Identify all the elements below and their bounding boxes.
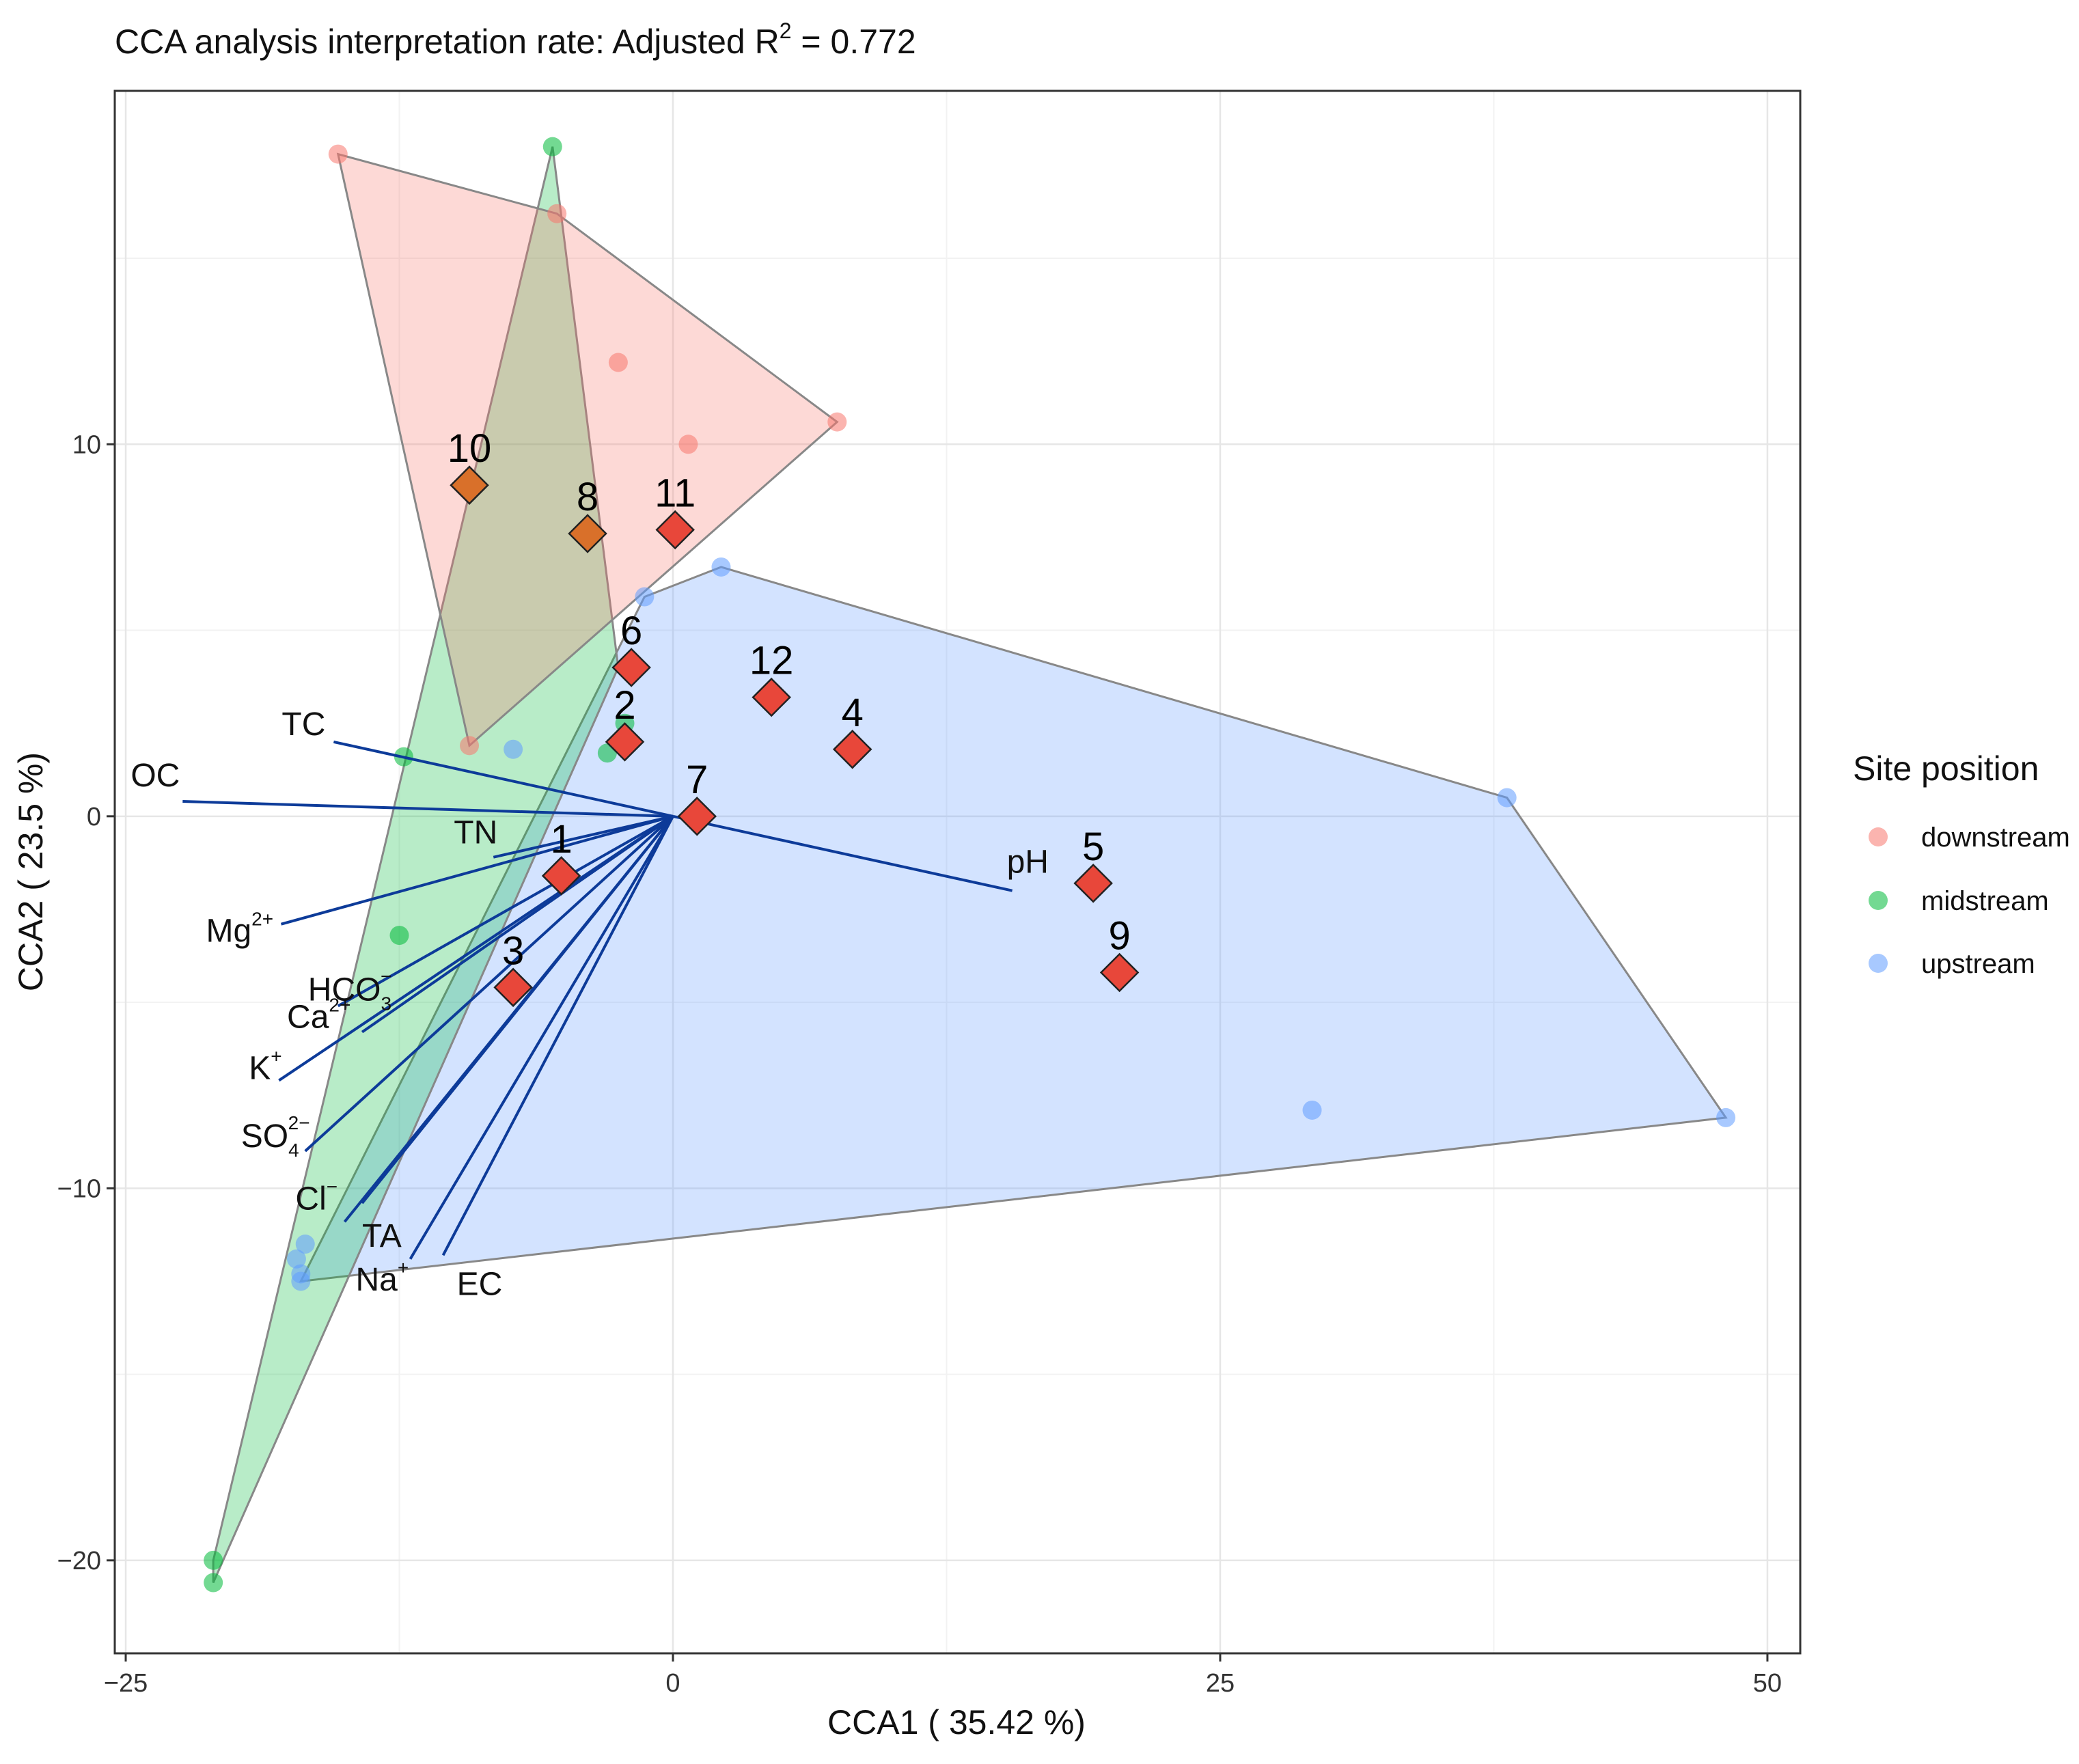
- legend: Site position downstream midstream upstr…: [1853, 749, 2070, 979]
- var-label-k: K+: [249, 1045, 281, 1086]
- y-tick-label: −20: [57, 1547, 101, 1575]
- site-marker-8: [568, 514, 607, 553]
- site-marker-4: [832, 730, 872, 769]
- site-label-5: 5: [1082, 825, 1104, 869]
- site-marker-2: [605, 722, 645, 762]
- hull-upstream: [299, 566, 1728, 1283]
- arrow-na: [409, 815, 674, 1260]
- arrow-oc: [182, 800, 674, 818]
- x-tick-label: −25: [104, 1669, 148, 1698]
- site-marker-10: [450, 465, 489, 505]
- site-marker-12: [752, 677, 791, 717]
- point-upstream: [286, 1249, 306, 1269]
- y-tick-label: 0: [87, 803, 101, 831]
- point-downstream: [827, 412, 847, 432]
- site-marker-11: [655, 510, 695, 550]
- point-downstream: [328, 144, 348, 164]
- site-marker-7: [677, 797, 717, 836]
- x-tick-label: 25: [1206, 1669, 1235, 1698]
- legend-label-midstream: midstream: [1921, 886, 2049, 916]
- site-label-2: 2: [614, 683, 635, 728]
- group-hulls: [212, 146, 1728, 1584]
- legend-key-downstream: [1869, 827, 1888, 846]
- legend-label-downstream: downstream: [1921, 823, 2070, 853]
- site-label-6: 6: [620, 609, 642, 653]
- point-midstream: [542, 137, 562, 156]
- point-downstream: [547, 204, 567, 223]
- var-label-mg: Mg2+: [206, 909, 273, 950]
- point-upstream: [295, 1235, 315, 1254]
- y-axis-title: CCA2 ( 23.5 %): [12, 752, 50, 991]
- site-label-12: 12: [749, 639, 794, 683]
- var-label-cl: Cl−: [295, 1176, 338, 1217]
- legend-key-midstream: [1869, 891, 1888, 910]
- env-arrows: [182, 740, 1013, 1260]
- plot-panel-border: [113, 89, 1802, 1655]
- x-tick-label: 0: [665, 1669, 680, 1698]
- point-upstream: [1716, 1107, 1736, 1127]
- point-downstream: [460, 736, 480, 756]
- arrow-mg: [280, 814, 674, 926]
- site-marker-1: [541, 856, 581, 896]
- site-label-11: 11: [655, 471, 696, 516]
- site-label-8: 8: [577, 475, 598, 519]
- point-downstream: [678, 435, 698, 454]
- point-upstream: [635, 587, 655, 607]
- x-axis-title: CCA1 ( 35.42 %): [827, 1703, 1086, 1741]
- var-label-ph: pH: [1007, 844, 1049, 881]
- var-label-oc: OC: [130, 758, 180, 794]
- y-tick-label: −10: [57, 1174, 101, 1203]
- chart-title: CCA analysis interpretation rate: Adjust…: [115, 18, 916, 61]
- y-tick-label: 10: [72, 430, 101, 459]
- arrow-so: [304, 815, 674, 1153]
- var-label-so: SO42−: [241, 1112, 310, 1161]
- legend-key-upstream: [1869, 954, 1888, 973]
- point-upstream: [291, 1271, 311, 1291]
- arrow-k: [278, 815, 674, 1082]
- var-label-hco: HCO3−: [308, 966, 392, 1015]
- arrow-ta: [361, 815, 674, 1204]
- site-label-4: 4: [842, 691, 864, 735]
- arrow-hco: [337, 815, 674, 1008]
- var-label-ta: TA: [362, 1218, 402, 1254]
- site-marker-6: [611, 648, 651, 687]
- var-label-ec: EC: [457, 1266, 503, 1302]
- x-tick-label: 50: [1753, 1669, 1782, 1698]
- var-label-tn: TN: [454, 815, 497, 851]
- legend-label-upstream: upstream: [1921, 949, 2035, 979]
- point-midstream: [204, 1550, 223, 1570]
- point-upstream: [711, 557, 731, 577]
- var-label-na: Na+: [356, 1257, 409, 1298]
- site-label-1: 1: [550, 817, 572, 862]
- point-upstream: [1302, 1100, 1322, 1120]
- site-label-10: 10: [448, 426, 492, 471]
- arrow-tc: [333, 740, 674, 818]
- site-label-3: 3: [502, 928, 524, 973]
- legend-title: Site position: [1853, 749, 2039, 788]
- point-downstream: [608, 353, 628, 372]
- point-midstream: [389, 926, 409, 946]
- arrow-ec: [441, 815, 674, 1256]
- site-marker-9: [1099, 952, 1140, 993]
- var-label-tc: TC: [281, 706, 325, 743]
- point-midstream: [204, 1573, 223, 1593]
- site-marker-5: [1073, 864, 1113, 903]
- point-upstream: [504, 739, 523, 759]
- var-label-ca: Ca2+: [287, 995, 350, 1036]
- site-label-7: 7: [686, 758, 708, 802]
- site-label-9: 9: [1108, 914, 1130, 959]
- site-marker-3: [493, 967, 533, 1008]
- sample-points: [204, 137, 1736, 1593]
- point-upstream: [1497, 788, 1517, 808]
- arrow-ph: [672, 814, 1013, 892]
